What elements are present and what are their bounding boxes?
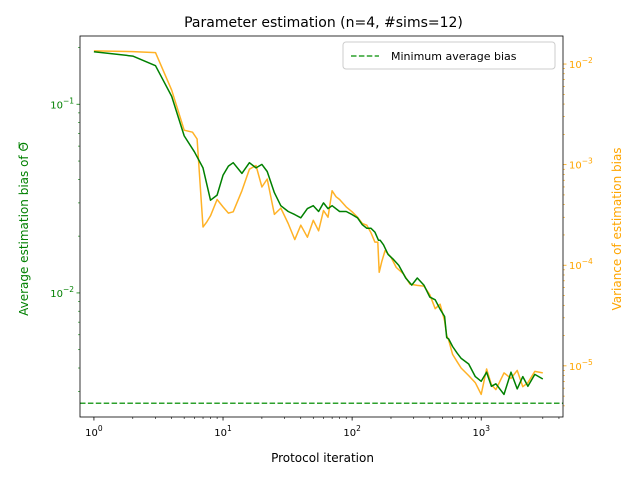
x-axis-label: Protocol iteration [271,451,374,465]
x-tick-label: 103 [472,424,490,439]
axes-frame [79,35,564,418]
legend: Minimum average bias [342,41,556,70]
x-tick-label: 100 [85,424,103,439]
right-y-tick-label: 10−4 [569,257,593,272]
right-y-tick-label: 10−5 [569,358,593,373]
right-y-tick-label: 10−3 [569,157,593,172]
x-tick-label: 101 [214,424,232,439]
series-line-variance [93,50,543,396]
right-y-tick-label: 10−2 [569,56,593,71]
chart-title: Parameter estimation (n=4, #sims=12) [184,15,463,31]
x-tick-label: 102 [343,424,361,439]
legend-box [342,41,556,70]
right-y-axis-label: Variance of estimation bias [610,147,624,310]
left-y-axis-label: Average estimation bias of Θ̅ [17,141,31,316]
series-line-average-bias [93,50,544,396]
axis-ticks: 100 101 102 103 10−1 10−2 10−2 10−3 10−4 10−5 [50,47,593,439]
legend-label-minimum-average-bias: Minimum average bias [391,50,517,63]
left-y-tick-label: 10−1 [50,96,74,111]
plot-area [80,50,563,405]
plot-frame [79,35,564,418]
left-y-tick-label: 10−2 [50,285,74,300]
